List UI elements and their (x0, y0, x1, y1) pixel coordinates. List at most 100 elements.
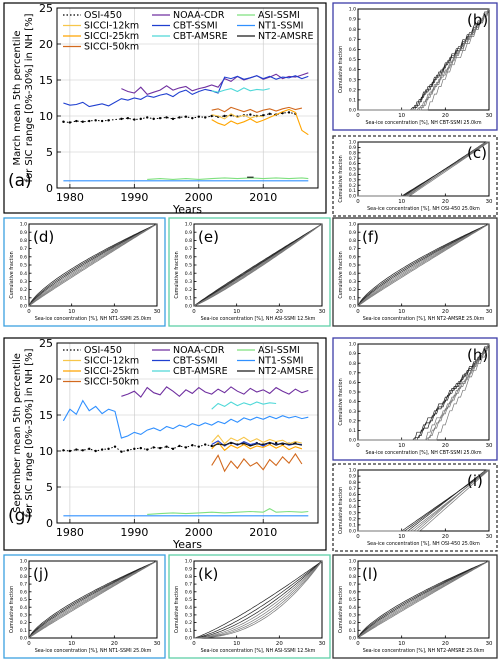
cdf-curve (358, 141, 490, 197)
x-axis-label: Years (172, 538, 202, 551)
x-tick-label: 20 (276, 641, 283, 647)
y-tick-label: 20 (39, 38, 53, 51)
data-point (184, 115, 188, 118)
cdf-y-label: Cumulative fraction (338, 586, 344, 633)
y-tick-label: 1.0 (349, 468, 356, 474)
y-tick-label: 15 (39, 409, 53, 422)
data-point (75, 448, 78, 451)
data-point (268, 112, 271, 116)
y-tick-label: 0.7 (185, 582, 192, 588)
cdf-curve (28, 560, 158, 639)
plot-frame (56, 342, 319, 524)
series-line-noaa-cdr (121, 386, 309, 398)
cdf-caption: Sea-ice concentration [%], NH CBT-SSMI 2… (365, 450, 481, 456)
data-point (191, 444, 194, 447)
y-tick-label: 0.3 (349, 510, 356, 516)
data-point (94, 119, 97, 122)
y-tick-label: 15 (39, 74, 53, 87)
y-tick-label: 0.9 (349, 566, 356, 572)
cdf-curve (194, 560, 323, 639)
x-tick-label: 30 (486, 309, 493, 315)
panel-label: (c) (467, 144, 487, 162)
legend-entry: ASI-SSMI (258, 345, 300, 356)
x-tick-label: 0 (356, 309, 360, 315)
x-tick-label: 10 (398, 534, 405, 540)
y-axis-label: for SIC range [0%-30%] in NH [%] (24, 13, 35, 182)
y-tick-label: 0.4 (349, 605, 356, 611)
series-line-sicci-50km (211, 452, 303, 473)
x-tick-label: 0 (356, 534, 360, 540)
data-point (171, 117, 175, 121)
x-tick-label: 30 (486, 113, 493, 119)
panel-label: (j) (33, 565, 49, 583)
y-tick-label: 0.8 (185, 238, 192, 244)
cdf-panel-7: 0.0 0.1 0.20.3 0.4 0.5 0.60.7 0.8 0.91.0 0 10 20 30… (3, 554, 166, 659)
y-tick-label: 0.1 (20, 295, 27, 301)
panel-label: (d) (33, 228, 54, 246)
y-tick-label: 0.8 (349, 574, 356, 580)
x-tick-label: 0 (192, 641, 196, 647)
y-tick-label: 0.0 (185, 304, 192, 310)
y-tick-label: 0.8 (349, 27, 356, 33)
x-tick-label: 10 (398, 199, 405, 205)
data-point (113, 445, 117, 448)
y-tick-label: 0.3 (20, 279, 27, 285)
y-tick-label: 0.0 (20, 304, 27, 310)
y-tick-label: 1.0 (349, 222, 356, 228)
y-tick-label: 0.5 (349, 57, 356, 63)
y-tick-label: 0.7 (185, 246, 192, 252)
cdf-curve (193, 223, 323, 307)
cdf-caption: Sea-ice concentration [%], NH CBT-SSMI 2… (365, 120, 481, 126)
panel-border (332, 217, 498, 327)
cdf-panel-1: 0.00.10.20.30.40.50.60.70.80.91.0 0 10 20 30… (332, 135, 498, 217)
x-tick-label: 0 (27, 641, 31, 647)
x-tick-label: 1980 (56, 526, 84, 539)
data-point (88, 119, 91, 123)
cdf-curve (28, 223, 158, 307)
legend-entry: NOAA-CDR (173, 345, 225, 356)
series-line-cbt-ssmi (63, 75, 309, 108)
cdf-curve (358, 343, 490, 441)
data-point (197, 115, 200, 118)
y-tick-label: 0.0 (20, 636, 27, 642)
data-point (152, 446, 155, 449)
panel-label: (f) (362, 228, 379, 246)
y-tick-label: 0.7 (349, 37, 356, 43)
y-tick-label: 0.7 (349, 486, 356, 492)
cdf-panel-0: 0.0 0.1 0.2 0.3 0.4 0.5 0.6 0.7 0.8 0.9 1.0 0 10 20 30… (332, 2, 498, 131)
data-point (100, 119, 104, 123)
x-tick-label: 0 (27, 309, 31, 315)
y-tick-label: 0.2 (349, 620, 356, 626)
data-point (120, 450, 123, 453)
y-tick-label: 0.4 (20, 605, 27, 611)
data-point (223, 114, 226, 118)
cdf-y-label: Cumulative fraction (338, 46, 344, 93)
timeseries-panel-1: 0 5 10 15 20 25 1980 1990 2000 2010 Years September… (3, 337, 327, 551)
x-tick-label: 0 (356, 443, 360, 449)
x-tick-label: 30 (486, 443, 493, 449)
x-tick-label: 10 (68, 641, 75, 647)
legend-entry: NT2-AMSRE (258, 31, 314, 42)
y-tick-label: 1.0 (349, 342, 356, 348)
data-point (210, 114, 213, 118)
cdf-panel-5: 0.0 0.1 0.2 0.3 0.4 0.5 0.6 0.7 0.8 0.9 1.0 0 10 20 30… (332, 337, 498, 461)
y-tick-label: 0.6 (349, 380, 356, 386)
x-tick-label: 20 (442, 641, 449, 647)
y-tick-label: 0.1 (349, 523, 356, 529)
y-tick-label: 0.2 (20, 620, 27, 626)
data-point (165, 116, 168, 119)
y-tick-label: 0.2 (185, 620, 192, 626)
y-tick-label: 1.0 (349, 559, 356, 565)
panel-label: (g) (8, 506, 32, 526)
y-tick-label: 0.6 (185, 589, 192, 595)
cdf-curve (193, 560, 323, 639)
series-line-sicci-50km (211, 106, 303, 113)
x-tick-label: 10 (68, 309, 75, 315)
y-tick-label: 0.3 (349, 77, 356, 83)
y-tick-label: 5 (46, 146, 53, 159)
legend-entry: SICCI-50km (84, 377, 139, 388)
y-tick-label: 0.7 (349, 370, 356, 376)
x-tick-label: 30 (319, 641, 326, 647)
y-tick-label: 0.0 (349, 438, 356, 444)
cdf-curve (28, 560, 158, 639)
